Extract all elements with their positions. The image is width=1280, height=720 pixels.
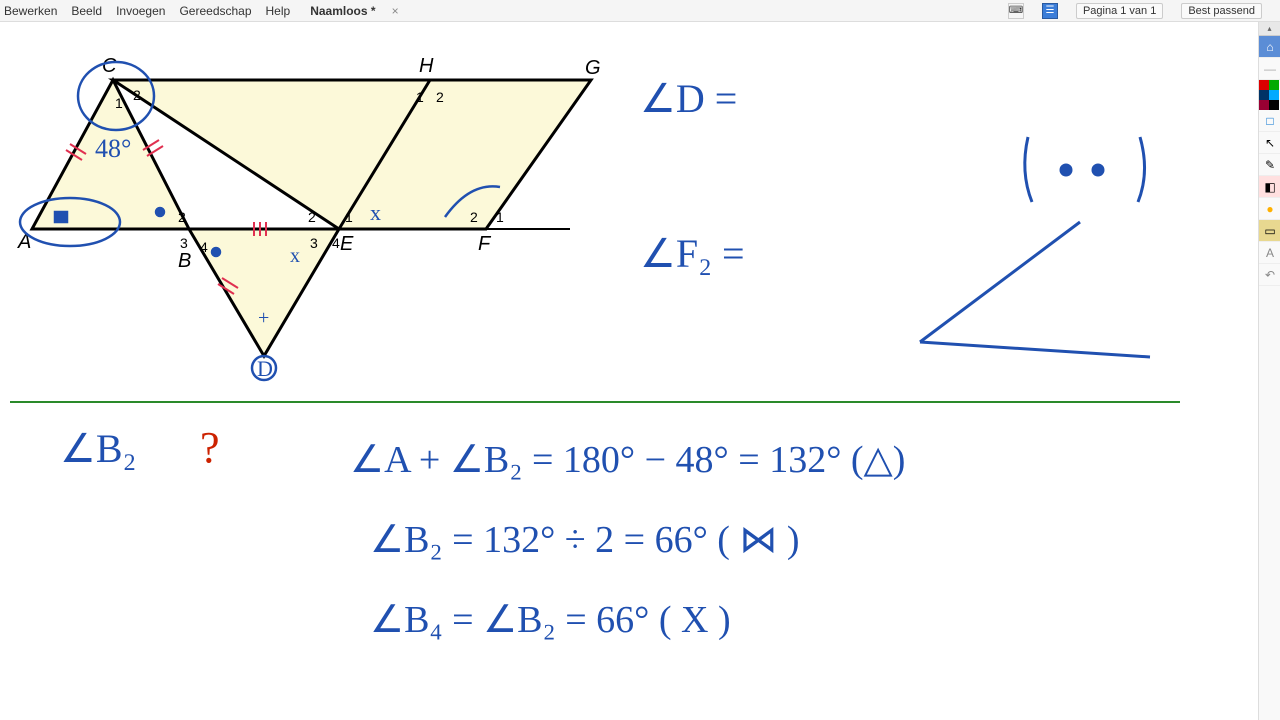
doodle	[920, 137, 1150, 357]
svg-text:∠B₂ = 132° ÷ 2 = 66° ( ⋈ ): ∠B₂ = 132° ÷ 2 = 66° ( ⋈ )	[370, 519, 800, 561]
canvas[interactable]: 12 12 234 21 34 21 A B C H G E F 48° x x…	[0, 22, 1258, 720]
svg-text:1: 1	[496, 209, 504, 225]
color-swatches[interactable]	[1259, 80, 1280, 110]
eraser-tool[interactable]: ◧	[1259, 176, 1280, 198]
svg-text:4: 4	[200, 239, 208, 255]
svg-text:G: G	[585, 57, 601, 79]
divider-icon: —	[1259, 58, 1280, 80]
shape-tool[interactable]: ●	[1259, 198, 1280, 220]
svg-text:C: C	[102, 55, 117, 77]
svg-text:∠F₂ =: ∠F₂ =	[640, 231, 745, 276]
svg-text:1: 1	[345, 209, 353, 225]
svg-text:∠B₄ = ∠B₂ = 66° ( X ): ∠B₄ = ∠B₂ = 66° ( X )	[370, 599, 731, 641]
menu-invoegen[interactable]: Invoegen	[116, 4, 165, 18]
svg-text:2: 2	[470, 209, 478, 225]
text-tool[interactable]: A	[1259, 242, 1280, 264]
keyboard-icon[interactable]: ⌨	[1008, 3, 1024, 19]
tool-home[interactable]: ⌂	[1259, 36, 1280, 58]
equations-top: ∠D = ∠F₂ =	[640, 76, 745, 276]
pen-tool[interactable]: ✎	[1259, 154, 1280, 176]
svg-text:H: H	[419, 55, 434, 77]
scroll-up-icon[interactable]: ▴	[1259, 22, 1280, 36]
close-tab-icon[interactable]: ×	[392, 4, 399, 18]
menu-help[interactable]: Help	[266, 4, 291, 18]
zoom-selector[interactable]: Best passend	[1181, 3, 1262, 19]
svg-text:D: D	[257, 356, 273, 381]
select-tool[interactable]: □	[1259, 110, 1280, 132]
svg-text:∠A + ∠B₂ = 180° − 48° = 132° (: ∠A + ∠B₂ = 180° − 48° = 132° (△)	[350, 439, 905, 481]
doc-title: Naamloos *	[310, 4, 375, 18]
svg-text:E: E	[340, 233, 354, 255]
svg-text:x: x	[370, 200, 381, 225]
svg-text:2: 2	[308, 209, 316, 225]
svg-text:B: B	[178, 250, 191, 272]
svg-text:48°: 48°	[95, 134, 131, 163]
svg-text:∠D =: ∠D =	[640, 76, 737, 121]
svg-text:3: 3	[310, 235, 318, 251]
svg-text:3: 3	[180, 235, 188, 251]
arrow-tool[interactable]: ↖	[1259, 132, 1280, 154]
svg-text:1: 1	[416, 89, 424, 105]
page-indicator[interactable]: Pagina 1 van 1	[1076, 3, 1163, 19]
svg-text:x: x	[290, 245, 300, 267]
menu-bewerken[interactable]: Bewerken	[4, 4, 57, 18]
right-toolbar: ▴ ⌂ — □ ↖ ✎ ◧ ● ▭ A ↶	[1258, 22, 1280, 720]
image-tool[interactable]: ▭	[1259, 220, 1280, 242]
svg-text:2: 2	[133, 87, 141, 103]
menu-beeld[interactable]: Beeld	[71, 4, 102, 18]
working-bottom: ∠B₂ ? ∠A + ∠B₂ = 180° − 48° = 132° (△) ∠…	[60, 423, 905, 641]
svg-text:4: 4	[332, 235, 340, 251]
svg-text:∠B₂: ∠B₂	[60, 426, 136, 471]
svg-text:A: A	[17, 231, 31, 253]
tool-icon[interactable]: ☰	[1042, 3, 1058, 19]
svg-text:2: 2	[436, 89, 444, 105]
svg-text:1: 1	[115, 95, 123, 111]
svg-text:2: 2	[178, 209, 186, 225]
svg-text:+: +	[258, 307, 269, 329]
menu-gereedschap[interactable]: Gereedschap	[179, 4, 251, 18]
svg-text:F: F	[478, 233, 492, 255]
undo-tool[interactable]: ↶	[1259, 264, 1280, 286]
menubar: Bewerken Beeld Invoegen Gereedschap Help…	[0, 0, 1280, 22]
svg-text:?: ?	[200, 423, 220, 472]
